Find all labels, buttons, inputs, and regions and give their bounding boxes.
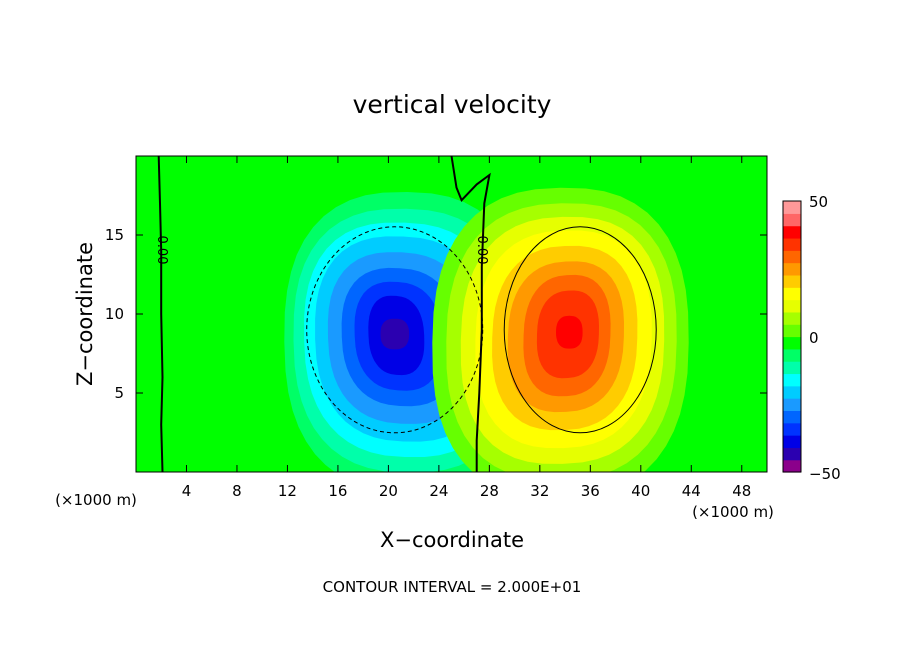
colorbar-swatch (783, 410, 801, 424)
colorbar-swatch (783, 262, 801, 276)
x-tick-label: 8 (232, 482, 242, 500)
colorbar-swatch (783, 385, 801, 399)
y-tick-label: 5 (114, 384, 124, 402)
colorbar-swatch (783, 336, 801, 350)
x-axis-label: X−coordinate (380, 528, 524, 552)
zero-contour-center (450, 156, 491, 472)
colorbar-swatch (783, 274, 801, 288)
colorbar-swatch (783, 250, 801, 264)
x-tick-label: 24 (429, 482, 448, 500)
x-tick-label: 48 (732, 482, 751, 500)
x-tick-label: 4 (182, 482, 192, 500)
plot-area (136, 156, 767, 472)
colorbar-swatch (783, 299, 801, 313)
colorbar (783, 201, 801, 473)
colorbar-swatch (783, 348, 801, 362)
contour-label-left: 0.00 (154, 236, 169, 265)
colorbar-swatch (783, 361, 801, 375)
x-tick-label: 12 (278, 482, 297, 500)
colorbar-swatch (783, 324, 801, 338)
x-tick-label: 36 (581, 482, 600, 500)
positive-contour (503, 226, 657, 434)
x-tick-label: 16 (328, 482, 347, 500)
colorbar-swatch (783, 311, 801, 325)
negative-contour (306, 226, 484, 434)
x-tick-label: 44 (682, 482, 701, 500)
contour-band (556, 315, 583, 349)
chart-title: vertical velocity (353, 90, 552, 119)
x-axis-unit-right: (×1000 m) (692, 503, 774, 521)
colorbar-max-label: 50 (809, 193, 828, 211)
y-axis-label: Z−coordinate (73, 242, 97, 386)
colorbar-swatch (783, 287, 801, 301)
x-tick-label: 40 (631, 482, 650, 500)
x-tick-label: 32 (530, 482, 549, 500)
colorbar-swatch (783, 422, 801, 436)
colorbar-swatch (783, 213, 801, 227)
x-axis-ticks: 4 8 12 16 20 24 28 32 36 40 44 48 (182, 156, 751, 500)
colorbar-swatch (783, 201, 801, 214)
colorbar-frame (782, 200, 802, 473)
y-tick-label: 15 (105, 226, 124, 244)
zero-contour-left (157, 156, 164, 472)
colorbar-swatch (783, 435, 801, 448)
y-axis-ticks: 5 10 15 (105, 226, 767, 402)
contour-band (380, 318, 410, 350)
x-axis-unit-left: (×1000 m) (55, 491, 137, 509)
contour-interval-note: CONTOUR INTERVAL = 2.000E+01 (323, 578, 582, 596)
colorbar-swatch (783, 398, 801, 412)
colorbar-zero-label: 0 (809, 329, 819, 347)
colorbar-swatch (783, 447, 801, 461)
x-tick-label: 28 (480, 482, 499, 500)
colorbar-min-label: −50 (809, 465, 841, 483)
colorbar-swatch (783, 237, 801, 251)
x-tick-label: 20 (379, 482, 398, 500)
colorbar-swatch (783, 373, 801, 387)
y-tick-label: 10 (105, 305, 124, 323)
contour-label-center: 0.00 (474, 236, 489, 265)
colorbar-swatch (783, 225, 801, 239)
colorbar-swatch (783, 459, 801, 473)
